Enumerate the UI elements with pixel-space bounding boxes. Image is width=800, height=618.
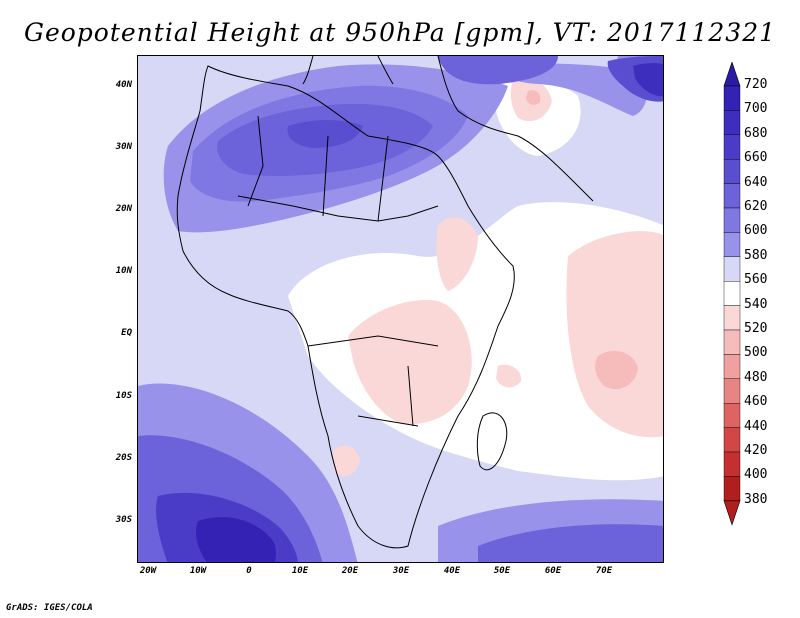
colorbar-label: 440: [744, 418, 768, 434]
lon-tick-label: 60E: [544, 566, 562, 576]
lat-tick-label: 40N: [115, 80, 132, 90]
coastlines: [176, 56, 594, 549]
lon-tick-label: 70E: [595, 566, 613, 576]
lat-tick-label: 30S: [115, 515, 132, 525]
colorbar-label: 680: [744, 125, 768, 141]
map-canvas: [138, 56, 663, 562]
colorbar-bin: [723, 378, 741, 404]
colorbar-bin: [723, 354, 741, 379]
colorbar-label: 480: [744, 369, 768, 385]
colorbar-bin: [723, 85, 741, 111]
colorbar-label: 720: [744, 77, 768, 92]
colorbar-label: 700: [744, 101, 768, 117]
colorbar-label: 400: [744, 467, 768, 483]
colorbar-label: 600: [744, 223, 768, 239]
colorbar-label: 460: [744, 394, 768, 410]
lon-tick-label: 50E: [493, 566, 511, 576]
colorbar-bin: [723, 207, 741, 233]
colorbar-label: 640: [744, 174, 768, 190]
colorbar-label: 540: [744, 296, 768, 312]
colorbar: [723, 62, 741, 526]
lon-tick-label: 10E: [291, 566, 309, 576]
credit-text: GrADS: IGES/COLA: [6, 603, 93, 613]
colorbar-tip-top: [723, 62, 741, 87]
lat-tick-label: 10N: [115, 266, 132, 276]
lat-tick-label: EQ: [121, 328, 132, 338]
colorbar-bin: [723, 256, 741, 282]
lat-tick-label: 20S: [115, 453, 132, 463]
lon-tick-label: 20W: [139, 566, 157, 576]
lon-tick-label: 40E: [443, 566, 461, 576]
colorbar-bin: [723, 329, 741, 355]
colorbar-label: 500: [744, 345, 768, 361]
colorbar-bin: [723, 110, 741, 136]
lat-tick-label: 20N: [115, 204, 132, 214]
colorbar-bin: [723, 232, 741, 257]
contour-fill-520: [333, 78, 663, 477]
contour-fill-south-700: [196, 517, 276, 562]
lon-tick-label: 30E: [392, 566, 410, 576]
lon-tick-label: 20E: [341, 566, 359, 576]
lon-tick-label: 0: [246, 566, 252, 576]
map-title: Geopotential Height at 950hPa [gpm], VT:…: [23, 18, 777, 47]
colorbar-bin: [723, 134, 741, 160]
lat-tick-label: 30N: [115, 142, 132, 152]
contour-fill-500: [526, 90, 638, 390]
colorbar-label: 660: [744, 150, 768, 166]
colorbar-bin: [723, 476, 741, 501]
colorbar-label: 420: [744, 443, 768, 458]
colorbar-bin: [723, 158, 741, 184]
contour-fill-680: [633, 63, 663, 97]
colorbar-bin: [723, 451, 741, 477]
lat-tick-label: 10S: [115, 391, 132, 401]
colorbar-bin: [723, 280, 741, 306]
colorbar-label: 520: [744, 321, 768, 336]
colorbar-bin: [723, 305, 741, 331]
colorbar-tip-bottom: [723, 500, 741, 526]
map-panel: [137, 55, 664, 563]
colorbar-label: 560: [744, 272, 768, 288]
colorbar-bin: [723, 183, 741, 209]
colorbar-bin: [723, 403, 741, 428]
colorbar-label: 620: [744, 199, 768, 214]
lon-tick-label: 10W: [189, 566, 207, 576]
colorbar-bin: [723, 427, 741, 453]
colorbar-label: 380: [744, 491, 768, 507]
colorbar-label: 580: [744, 247, 768, 263]
